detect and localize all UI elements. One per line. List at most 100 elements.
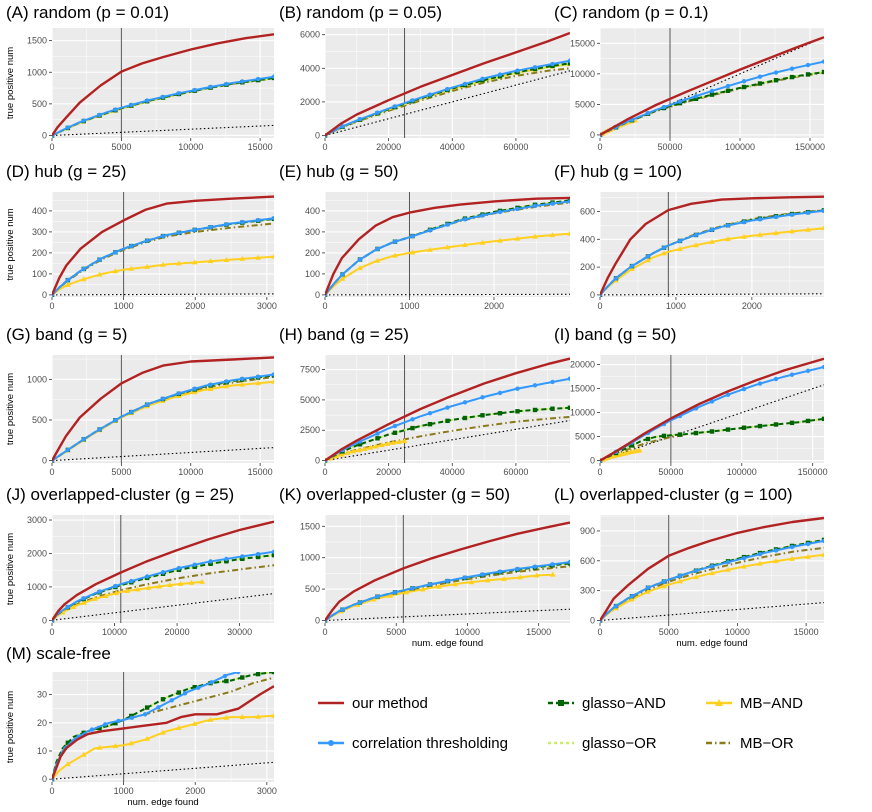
marker-corr <box>375 110 380 115</box>
y-tick-label: 0 <box>42 456 47 466</box>
marker-gand <box>725 88 731 93</box>
marker-corr <box>375 594 380 599</box>
marker-corr <box>271 549 274 554</box>
marker-corr <box>805 62 811 68</box>
marker-corr <box>629 263 635 269</box>
marker-corr <box>208 559 213 564</box>
marker-corr <box>208 382 213 387</box>
marker-mand <box>199 578 205 584</box>
marker-corr <box>81 118 86 123</box>
series-line-gand <box>325 406 570 462</box>
marker-corr <box>340 124 345 129</box>
marker-mand <box>113 590 120 596</box>
marker-gand <box>208 561 213 566</box>
marker-corr <box>462 400 468 405</box>
marker-gand <box>661 433 667 439</box>
marker-mand <box>533 572 540 578</box>
y-tick-label: 400 <box>580 234 595 244</box>
marker-corr <box>515 566 520 572</box>
marker-mand <box>339 451 345 457</box>
marker-corr <box>693 93 699 99</box>
marker-gand <box>805 72 811 77</box>
series-line-ref <box>52 124 274 137</box>
marker-corr <box>445 405 450 410</box>
x-tick-label: 0 <box>49 467 54 477</box>
marker-mand <box>255 380 261 386</box>
y-tick-label: 1000 <box>27 67 47 77</box>
marker-corr <box>192 562 197 567</box>
marker-corr <box>661 104 667 110</box>
series-layer <box>600 28 824 138</box>
marker-corr <box>773 548 779 553</box>
marker-mand <box>191 720 198 726</box>
marker-mand <box>444 244 451 250</box>
x-tick-label: 0 <box>322 627 327 637</box>
y-tick-label: 15000 <box>570 38 595 48</box>
marker-corr <box>113 583 118 589</box>
y-tick-label: 30 <box>37 690 47 700</box>
marker-corr <box>240 79 245 84</box>
marker-corr <box>410 233 415 239</box>
x-tick-label: 60000 <box>503 142 528 152</box>
x-tick-label: 0 <box>49 301 54 311</box>
marker-corr <box>375 431 380 436</box>
marker-gand <box>821 69 824 75</box>
series-line-our <box>325 521 570 622</box>
marker-gand <box>693 96 699 102</box>
panel-title: (B) random (p = 0.05) <box>279 3 442 22</box>
series-line-corr <box>52 217 274 296</box>
marker-mand <box>188 579 195 585</box>
marker-corr <box>129 578 134 584</box>
x-tick-label: 10000 <box>102 627 127 637</box>
x-tick-label: 1000 <box>114 786 134 796</box>
legend-label-gor: glasso−OR <box>582 735 657 752</box>
marker-mand <box>255 713 261 719</box>
x-tick-label: 1000 <box>399 301 419 311</box>
marker-corr <box>116 718 121 724</box>
marker-mand <box>239 714 246 720</box>
y-tick-label: 500 <box>32 415 47 425</box>
plot-background <box>325 28 570 138</box>
marker-mand <box>567 230 570 236</box>
marker-corr <box>410 98 415 103</box>
x-tick-label: 150000 <box>795 142 825 152</box>
series-line-our <box>325 196 570 296</box>
legend: our method glasso−AND MB−AND correlation th… <box>318 695 803 752</box>
marker-corr <box>550 201 555 206</box>
x-tick-label: 1000 <box>114 301 134 311</box>
marker-corr <box>773 376 779 382</box>
panel-L: (L) overlapped-cluster (g = 100) 0 5000 100… <box>554 485 824 649</box>
marker-corr <box>567 559 570 565</box>
y-tick-label: 20 <box>37 718 47 728</box>
marker-mand <box>70 603 77 609</box>
marker-corr <box>182 691 188 696</box>
marker-mand <box>550 571 556 577</box>
marker-mand <box>271 712 274 718</box>
marker-gand <box>789 74 795 80</box>
marker-corr <box>741 555 747 561</box>
y-tick-label: 0 <box>315 290 320 300</box>
x-tick-label: 2000 <box>484 301 504 311</box>
marker-corr <box>773 70 779 75</box>
marker-mand <box>661 583 667 589</box>
marker-mand <box>144 735 150 741</box>
marker-mand <box>357 265 363 271</box>
marker-corr <box>480 572 485 577</box>
plot-background <box>600 192 824 297</box>
marker-corr <box>645 111 651 116</box>
y-tick-label: 1000 <box>27 582 47 592</box>
marker-corr <box>480 76 485 82</box>
y-tick-label: 10000 <box>570 408 595 418</box>
series-line-our <box>52 195 274 296</box>
marker-corr <box>789 544 795 550</box>
panel-title: (K) overlapped-cluster (g = 50) <box>279 485 510 504</box>
marker-gand <box>240 556 245 562</box>
y-tick-label: 5000 <box>300 395 320 405</box>
marker-corr <box>169 698 174 703</box>
series-line-corr <box>52 75 274 137</box>
marker-corr <box>65 604 71 610</box>
marker-corr <box>427 582 433 587</box>
x-tick-label: 100000 <box>727 467 757 477</box>
marker-mand <box>629 596 635 602</box>
y-tick-label: 0 <box>42 774 47 784</box>
